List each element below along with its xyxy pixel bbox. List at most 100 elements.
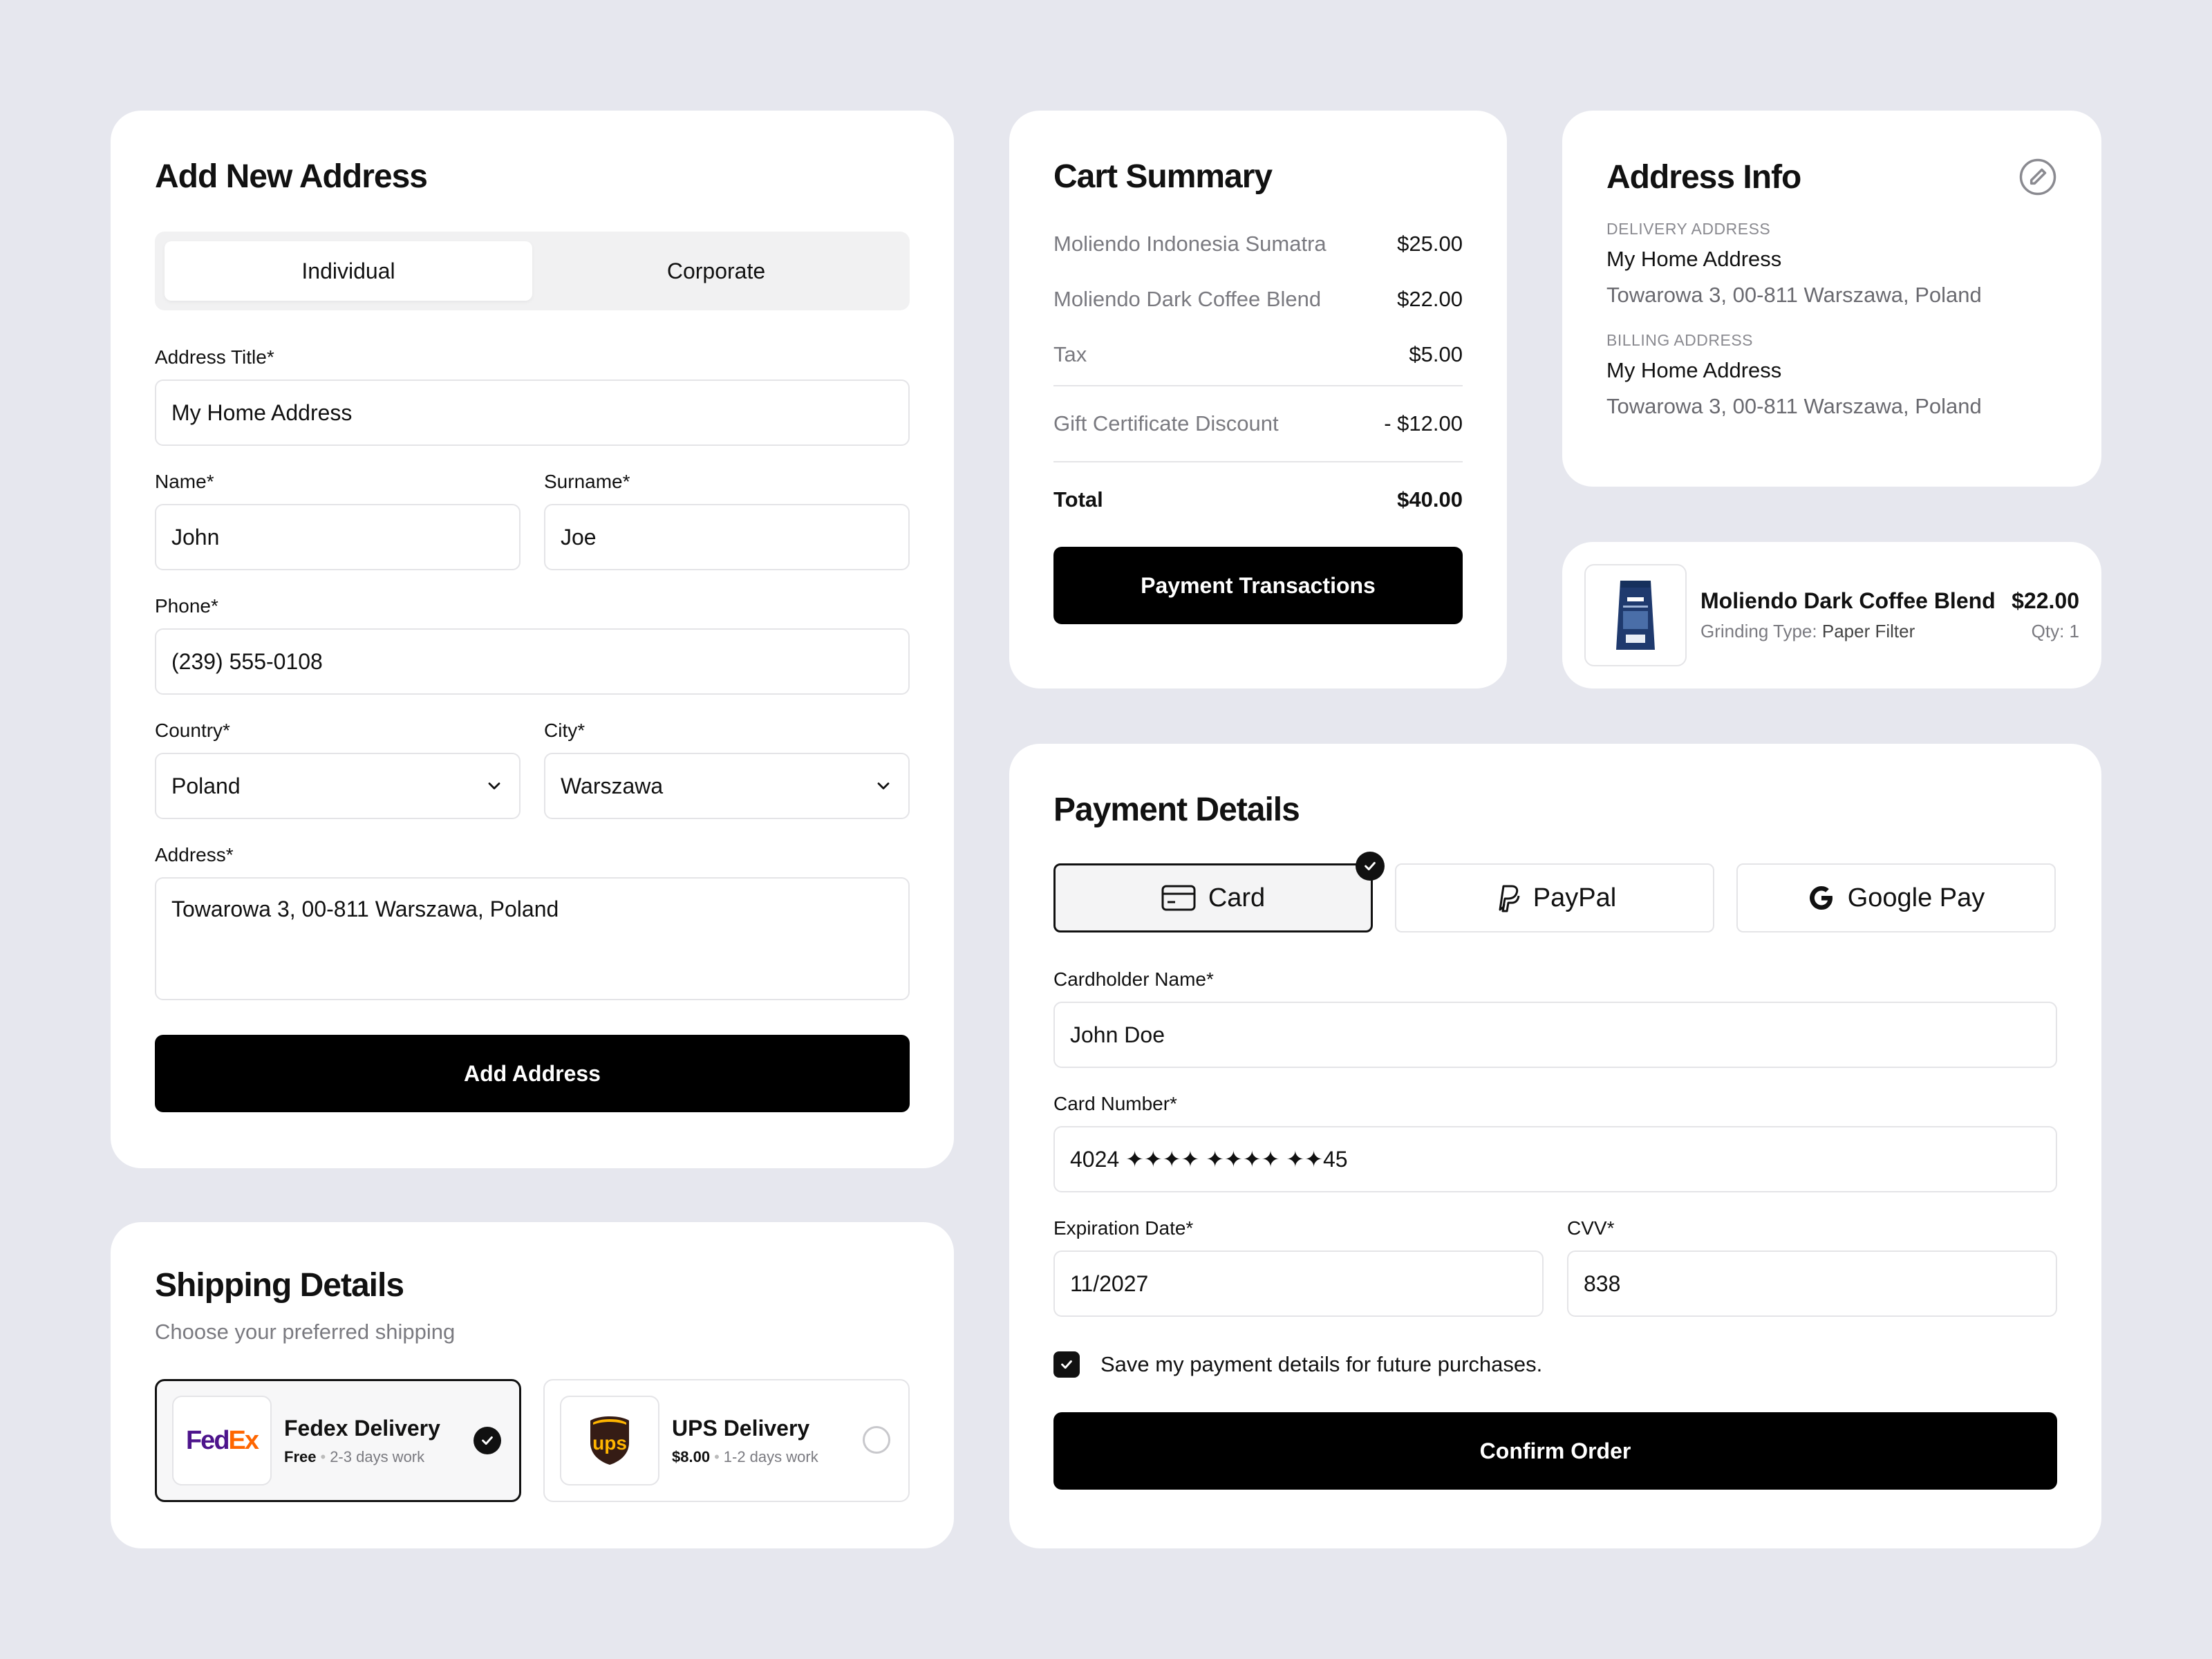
cart-tax-value: $5.00: [1409, 342, 1463, 366]
product-qty: Qty: 1: [2031, 621, 2079, 641]
card-number-input[interactable]: 4024 ✦✦✦✦ ✦✦✦✦ ✦✦45: [1053, 1126, 2057, 1192]
cart-total-label: Total: [1053, 487, 1103, 512]
delivery-address-name: My Home Address: [1606, 247, 1782, 271]
save-details-label: Save my payment details for future purch…: [1100, 1352, 1543, 1376]
paypal-icon: [1499, 885, 1520, 912]
product-card: Moliendo Dark Coffee Blend $22.00 Grindi…: [1562, 542, 2101, 688]
city-value: Warszawa: [561, 773, 664, 798]
surname-value: Joe: [561, 524, 597, 550]
name-label: Name*: [155, 471, 214, 492]
cardholder-input[interactable]: John Doe: [1053, 1002, 2057, 1068]
card-number-value: 4024 ✦✦✦✦ ✦✦✦✦ ✦✦45: [1070, 1147, 1348, 1172]
coffee-bag-image: [1584, 564, 1687, 666]
expiration-input[interactable]: 11/2027: [1053, 1250, 1544, 1317]
cart-title: Cart Summary: [1053, 158, 1273, 195]
cart-total-value: $40.00: [1397, 487, 1463, 512]
phone-input[interactable]: (239) 555-0108: [155, 628, 910, 695]
cardholder-value: John Doe: [1070, 1022, 1165, 1047]
shipping-card: Shipping Details Choose your preferred s…: [111, 1222, 954, 1548]
fedex-logo-fed: Fed: [185, 1425, 230, 1455]
payment-method-paypal-label: PayPal: [1533, 883, 1617, 912]
cart-tax-label: Tax: [1053, 342, 1087, 366]
address-title-label: Address Title*: [155, 346, 274, 368]
cardholder-label: Cardholder Name*: [1053, 968, 1214, 990]
cvv-label: CVV*: [1567, 1217, 1615, 1239]
tab-corporate[interactable]: Corporate: [666, 258, 766, 283]
fedex-name: Fedex Delivery: [284, 1415, 440, 1441]
payment-title: Payment Details: [1053, 791, 1300, 828]
cart-item-row: Moliendo Indonesia Sumatra $25.00: [1053, 216, 1463, 272]
country-value: Poland: [171, 773, 241, 798]
address-title-input[interactable]: My Home Address: [155, 379, 910, 446]
city-select[interactable]: Warszawa: [544, 753, 910, 819]
product-price: $22.00: [2012, 588, 2079, 613]
cart-discount-value: - $12.00: [1384, 411, 1463, 435]
delivery-address-caption: DELIVERY ADDRESS: [1606, 220, 1771, 238]
card-number-label: Card Number*: [1053, 1093, 1177, 1114]
payment-method-google-pay[interactable]: Google Pay: [1736, 863, 2056, 932]
payment-method-paypal[interactable]: PayPal: [1395, 863, 1714, 932]
tab-individual[interactable]: Individual: [165, 241, 532, 301]
add-address-card: Add New Address Individual Corporate Add…: [111, 111, 954, 1168]
add-address-button[interactable]: Add Address: [155, 1035, 910, 1112]
payment-transactions-button[interactable]: Payment Transactions: [1053, 547, 1463, 624]
fedex-days: 2-3 days work: [330, 1447, 425, 1465]
surname-input[interactable]: Joe: [544, 504, 910, 570]
city-label: City*: [544, 720, 585, 741]
payment-details-card: Payment Details Card PayPal: [1009, 744, 2101, 1548]
chevron-down-icon: [877, 782, 890, 789]
address-textarea[interactable]: Towarowa 3, 00-811 Warszawa, Poland: [155, 877, 910, 1000]
expiration-value: 11/2027: [1070, 1271, 1149, 1296]
cart-tax-row: Tax $5.00: [1053, 327, 1463, 382]
edit-icon[interactable]: [2018, 158, 2057, 196]
shipping-subtitle: Choose your preferred shipping: [155, 1320, 456, 1344]
cart-item-price: $22.00: [1397, 287, 1463, 311]
selected-check-icon: [474, 1427, 501, 1454]
divider: [1053, 461, 1463, 462]
cart-summary-card: Cart Summary Moliendo Indonesia Sumatra …: [1009, 111, 1507, 688]
address-label: Address*: [155, 844, 234, 865]
shipping-option-fedex[interactable]: FedEx Fedex Delivery Free • 2-3 days work: [155, 1379, 521, 1502]
name-input[interactable]: John: [155, 504, 521, 570]
add-address-title: Add New Address: [155, 158, 428, 195]
cvv-input[interactable]: 838: [1567, 1250, 2057, 1317]
payment-method-google-label: Google Pay: [1847, 883, 1985, 912]
radio-unselected-icon[interactable]: [863, 1426, 890, 1454]
cart-discount-row: Gift Certificate Discount - $12.00: [1053, 386, 1463, 461]
save-details-checkbox[interactable]: [1053, 1351, 1080, 1378]
google-icon: [1809, 886, 1833, 910]
check-icon: [1061, 1360, 1072, 1369]
cvv-value: 838: [1584, 1271, 1621, 1296]
grinding-type-value: Paper Filter: [1821, 621, 1915, 641]
phone-value: (239) 555-0108: [171, 648, 323, 674]
ups-days: 1-2 days work: [723, 1447, 818, 1465]
name-value: John: [171, 524, 220, 550]
ups-name: UPS Delivery: [672, 1415, 810, 1441]
address-info-card: Address Info DELIVERY ADDRESS My Home Ad…: [1562, 111, 2101, 487]
grinding-type-label: Grinding Type:: [1700, 621, 1817, 641]
cart-discount-label: Gift Certificate Discount: [1053, 411, 1279, 435]
cart-item-name: Moliendo Dark Coffee Blend: [1053, 287, 1322, 311]
shipping-option-ups[interactable]: ups UPS Delivery $8.00 • 1-2 days work: [543, 1379, 910, 1502]
billing-address-name: My Home Address: [1606, 358, 1782, 382]
phone-label: Phone*: [155, 595, 218, 617]
address-type-toggle: Individual Corporate: [155, 232, 910, 310]
chevron-down-icon: [488, 782, 500, 789]
fedex-logo-ex: Ex: [228, 1425, 260, 1455]
billing-address-caption: BILLING ADDRESS: [1606, 331, 1754, 349]
card-icon: [1161, 885, 1196, 911]
selected-check-icon: [1356, 852, 1385, 881]
cart-item-price: $25.00: [1397, 232, 1463, 256]
product-name: Moliendo Dark Coffee Blend: [1700, 588, 1996, 613]
address-value: Towarowa 3, 00-811 Warszawa, Poland: [171, 897, 559, 921]
payment-method-card-label: Card: [1208, 883, 1266, 912]
delivery-address-text: Towarowa 3, 00-811 Warszawa, Poland: [1606, 283, 1982, 307]
fedex-logo: FedEx: [172, 1396, 272, 1485]
country-select[interactable]: Poland: [155, 753, 521, 819]
confirm-order-button[interactable]: Confirm Order: [1053, 1412, 2057, 1490]
ups-price: $8.00: [672, 1447, 711, 1465]
fedex-price: Free: [284, 1447, 317, 1465]
payment-method-card[interactable]: Card: [1053, 852, 1385, 932]
cart-total-row: Total $40.00: [1053, 462, 1463, 537]
surname-label: Surname*: [544, 471, 630, 492]
